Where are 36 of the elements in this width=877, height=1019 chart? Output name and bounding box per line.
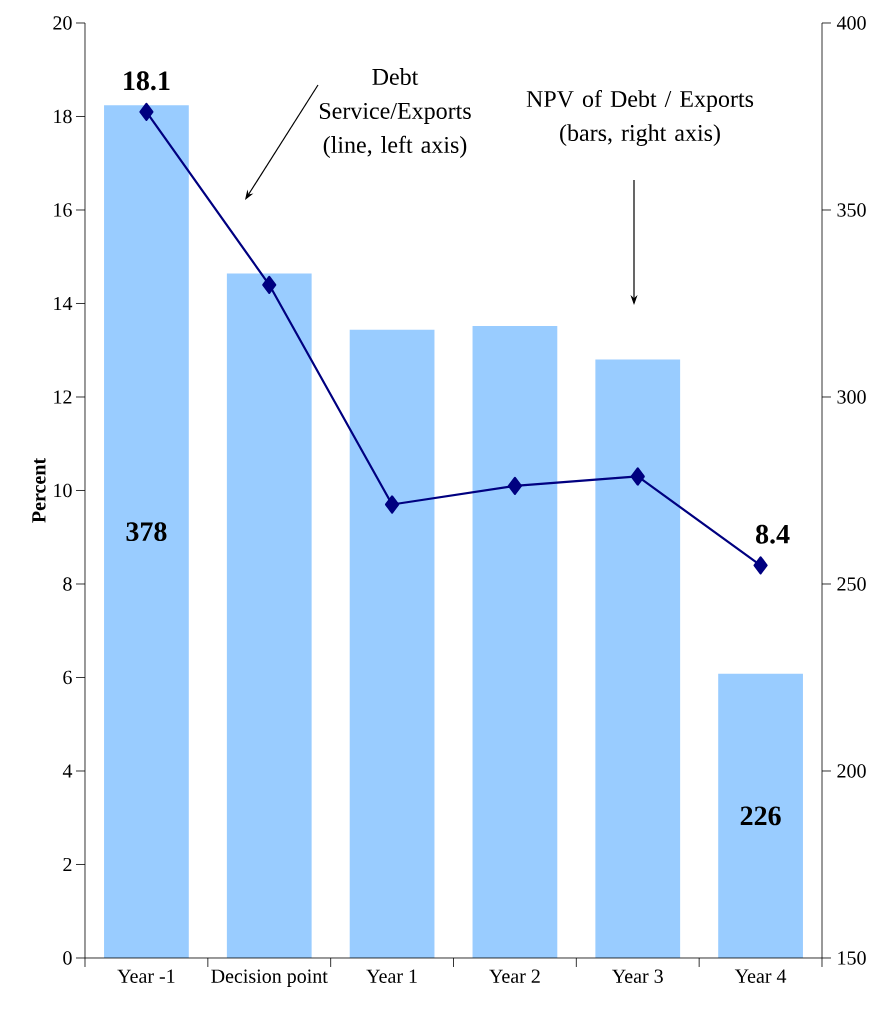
x-tick-label: Year -1 <box>117 969 175 983</box>
y-tick-label: 10 <box>54 483 72 498</box>
y2-tick-label: 200 <box>837 764 866 778</box>
y-tick-label: 4 <box>62 764 73 778</box>
y-tick-label: 0 <box>63 951 72 965</box>
x-tick-label: Year 4 <box>734 969 787 983</box>
y2-tick-label: 300 <box>837 390 866 404</box>
y-tick-label: 18 <box>54 109 72 124</box>
point <box>630 467 645 486</box>
annotation: Debt Service/Exports (line, left axis) <box>319 68 471 158</box>
data-label: 378 <box>126 522 167 542</box>
x-tick-label: Year 1 <box>366 969 417 983</box>
y2-tick-label: 350 <box>837 203 866 217</box>
y-tick-label: 16 <box>54 203 72 217</box>
y-tick-label: 20 <box>53 16 72 30</box>
data-label: 226 <box>740 806 781 826</box>
point <box>139 102 154 121</box>
point <box>507 476 523 495</box>
x-tick-label: Decision point <box>211 969 328 988</box>
point <box>753 556 768 575</box>
data-label: 18.1 <box>124 71 170 91</box>
y-axis-title: Percent <box>32 458 46 523</box>
y-tick-label: 2 <box>63 857 72 872</box>
x-tick-label: Year 2 <box>489 969 540 983</box>
annotation: NPV of Debt / Exports (bars, right axis) <box>526 89 754 147</box>
y2-tick-label: 150 <box>838 951 866 965</box>
y-tick-label: 6 <box>63 670 72 685</box>
point <box>262 275 277 294</box>
y-tick-label: 8 <box>63 577 72 591</box>
y2-tick-label: 250 <box>837 577 866 591</box>
data-label: 8.4 <box>756 524 790 544</box>
y-tick-label: 14 <box>54 296 73 311</box>
y2-tick-label: 400 <box>836 16 866 30</box>
x-tick-label: Year 3 <box>612 969 663 983</box>
point <box>384 495 400 514</box>
y-tick-label: 12 <box>54 390 72 404</box>
